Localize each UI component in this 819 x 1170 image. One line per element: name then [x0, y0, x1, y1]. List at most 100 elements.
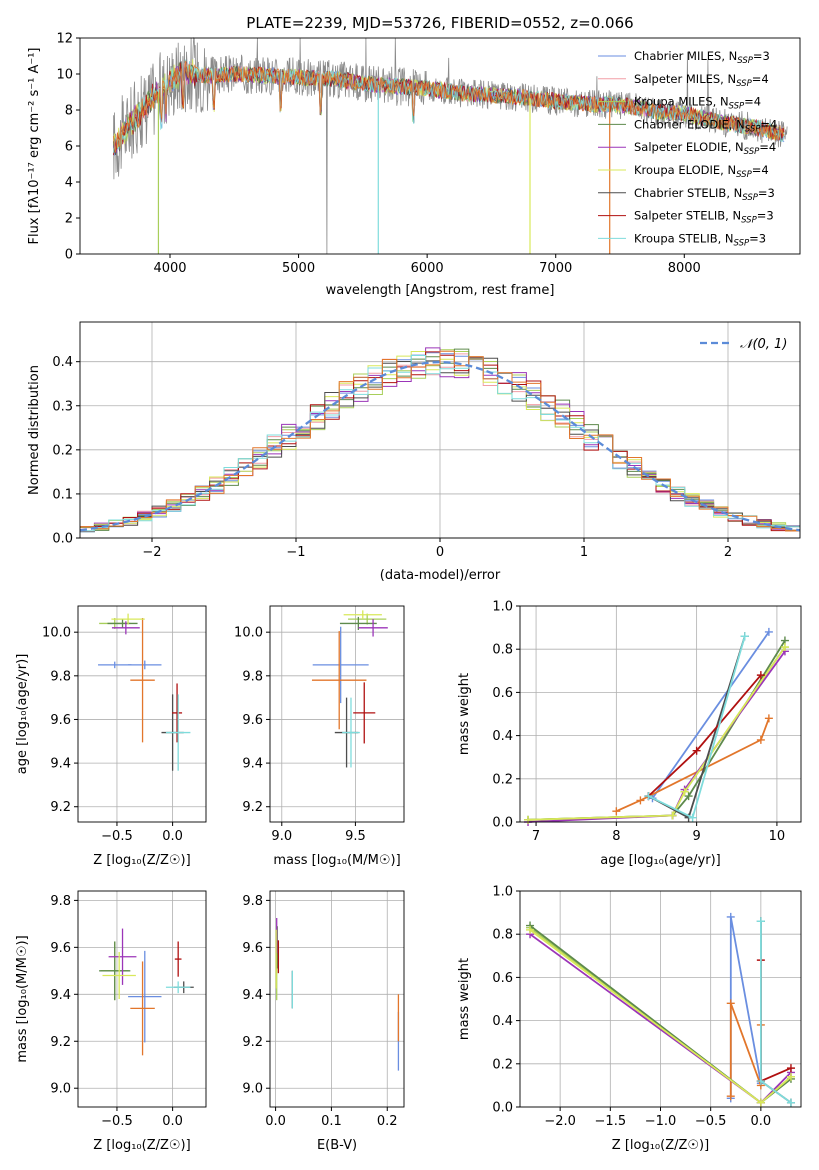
weight-age-ylabel: mass weight: [457, 673, 472, 755]
spectrum-ytick-label: 2: [65, 212, 73, 227]
weight-age-ytick-label: 0.0: [492, 816, 513, 831]
weight-marker: [756, 917, 765, 926]
mass-Z-ytick-label: 9.4: [50, 988, 71, 1003]
age-Z-xtick-label: −0.5: [101, 829, 133, 844]
legend-name: Kroupa ELODIE, N: [634, 163, 736, 177]
spectrum-ticks: 4000 5000 6000 7000 8000 0 2 4 6 8 10 12: [56, 32, 700, 277]
weight-marker: [764, 627, 773, 636]
legend-suffix: =3: [753, 49, 770, 63]
weight-Z-ytick-label: 0.8: [492, 928, 513, 943]
spectrum-ylabel: Flux [fλ10⁻¹⁷ erg cm⁻² s⁻¹ A⁻¹]: [27, 48, 42, 245]
legend-label: Salpeter ELODIE, NSSP=4: [634, 140, 776, 157]
spectrum-xtick-label: 8000: [668, 261, 701, 276]
spectrum-ytick-label: 10: [56, 68, 73, 83]
weight-Z-xtick-label: −2.0: [544, 1114, 576, 1129]
weight-age-ytick-label: 0.8: [492, 643, 513, 658]
age-mass-ytick-label: 9.4: [242, 757, 263, 772]
age-mass-panel: 9.0 9.5 9.2 9.4 9.6 9.8 10.0 mass [log₁₀(M/M☉)]: [234, 605, 405, 868]
weight-marker: [740, 632, 749, 641]
weight-Z-xlabel: Z [log₁₀(Z/Z☉)]: [612, 1138, 709, 1153]
weight-age-ytick-label: 0.6: [492, 686, 513, 701]
residuals-xtick-label: −2: [142, 545, 161, 560]
age-Z-ytick-label: 9.8: [50, 669, 71, 684]
weight-marker: [756, 671, 765, 680]
residuals-xlabel: (data-model)/error: [380, 568, 501, 583]
weight-marker: [524, 815, 533, 824]
legend-suffix: =3: [749, 231, 766, 245]
weight-marker: [526, 925, 535, 934]
model-spectrum: [112, 60, 785, 153]
mass-ebv-ytick-label: 9.6: [242, 941, 263, 956]
weight-Z-ytick-label: 1.0: [492, 885, 513, 900]
mass-ebv-xtick-label: 0.0: [265, 1114, 286, 1129]
legend-suffix: =4: [744, 95, 761, 109]
weight-line: [651, 631, 770, 799]
weight-marker: [612, 807, 621, 816]
spectrum-lines: [112, 36, 788, 255]
spectrum-xtick-label: 7000: [539, 261, 572, 276]
spectrum-xlabel: wavelength [Angstrom, rest frame]: [326, 283, 555, 298]
legend-suffix: =4: [760, 117, 777, 131]
weight-marker: [780, 643, 789, 652]
age-mass-xtick-label: 9.5: [345, 829, 366, 844]
legend-name: Salpeter MILES, N: [634, 72, 736, 86]
gaussian-legend-label: 𝒩(0, 1): [740, 337, 787, 352]
weight-marker: [786, 1072, 795, 1081]
legend-sub: SSP: [741, 216, 757, 226]
weight-marker: [786, 1064, 795, 1073]
residual-histogram: [80, 355, 800, 532]
residuals-ytick-label: 0.4: [52, 355, 73, 370]
legend-label: Salpeter STELIB, NSSP=3: [634, 209, 774, 226]
spectrum-ytick-label: 6: [65, 140, 73, 155]
legend-sub: SSP: [736, 79, 752, 89]
legend-name: Chabrier STELIB, N: [634, 186, 742, 200]
age-mass-xlabel: mass [log₁₀(M/M☉)]: [273, 853, 400, 868]
weight-age-xtick-label: 7: [532, 829, 540, 844]
weight-marker: [644, 792, 653, 801]
weight-Z-ytick-label: 0.4: [492, 1014, 513, 1029]
weight-marker: [756, 735, 765, 744]
age-Z-ylabel: age [log₁₀(age/yr)]: [15, 654, 30, 775]
legend-suffix: =4: [752, 72, 769, 86]
weight-marker: [680, 787, 689, 796]
legend-sub: SSP: [742, 193, 758, 203]
legend-name: Kroupa STELIB, N: [634, 231, 734, 245]
weight-Z-xtick-label: −1.5: [595, 1114, 627, 1129]
parameter-panels: −0.5 0.0 9.2 9.4 9.6 9.8 10.0 Z [log₁₀(Z/Z☉)] ag…: [15, 600, 802, 1153]
spectrum-title: PLATE=2239, MJD=53726, FIBERID=0552, z=0…: [246, 14, 633, 32]
residual-histogram: [80, 357, 800, 532]
weight-age-ytick-label: 0.4: [492, 729, 513, 744]
age-mass-ytick-label: 9.2: [242, 800, 263, 815]
age-mass-ytick-label: 9.8: [242, 669, 263, 684]
legend-suffix: =4: [759, 140, 776, 154]
legend-label: Chabrier ELODIE, NSSP=4: [634, 117, 777, 134]
residuals-xtick-label: −1: [286, 545, 305, 560]
weight-marker: [726, 1092, 735, 1101]
weight-age-panel: 7 8 9 10 0.0 0.2 0.4 0.6 0.8 1.0 age [log₁₀(age/yr…: [457, 600, 802, 868]
mass-Z-ylabel: mass [log₁₀(M/M☉)]: [15, 935, 30, 1062]
residuals-frame: [79, 321, 801, 539]
weight-marker: [688, 813, 697, 822]
age-mass-ytick-label: 10.0: [234, 626, 263, 641]
legend-sub: SSP: [736, 170, 752, 180]
data-spectrum: [113, 36, 788, 255]
weight-marker: [692, 746, 701, 755]
residuals-ylabel: Normed distribution: [27, 365, 42, 495]
residuals-grid: −2 −1 0 1 2 0.0 0.1 0.2 0.3 0.4: [52, 322, 800, 560]
legend-suffix: =4: [752, 163, 769, 177]
spectrum-xtick-label: 5000: [282, 261, 315, 276]
weight-Z-xtick-label: −1.0: [645, 1114, 677, 1129]
mass-ebv-xtick-label: 0.2: [377, 1114, 398, 1129]
age-Z-ytick-label: 9.2: [50, 800, 71, 815]
legend-name: Salpeter ELODIE, N: [634, 140, 744, 154]
age-mass-ytick-label: 9.6: [242, 713, 263, 728]
weight-line: [527, 646, 786, 821]
legend-sub: SSP: [729, 102, 745, 112]
age-mass-frame: [269, 605, 405, 823]
legend-name: Kroupa MILES, N: [634, 95, 729, 109]
mass-ebv-ytick-label: 9.2: [242, 1035, 263, 1050]
residuals-ytick-label: 0.3: [52, 399, 73, 414]
gaussian-curve: [79, 360, 801, 532]
mass-Z-ytick-label: 9.2: [50, 1035, 71, 1050]
